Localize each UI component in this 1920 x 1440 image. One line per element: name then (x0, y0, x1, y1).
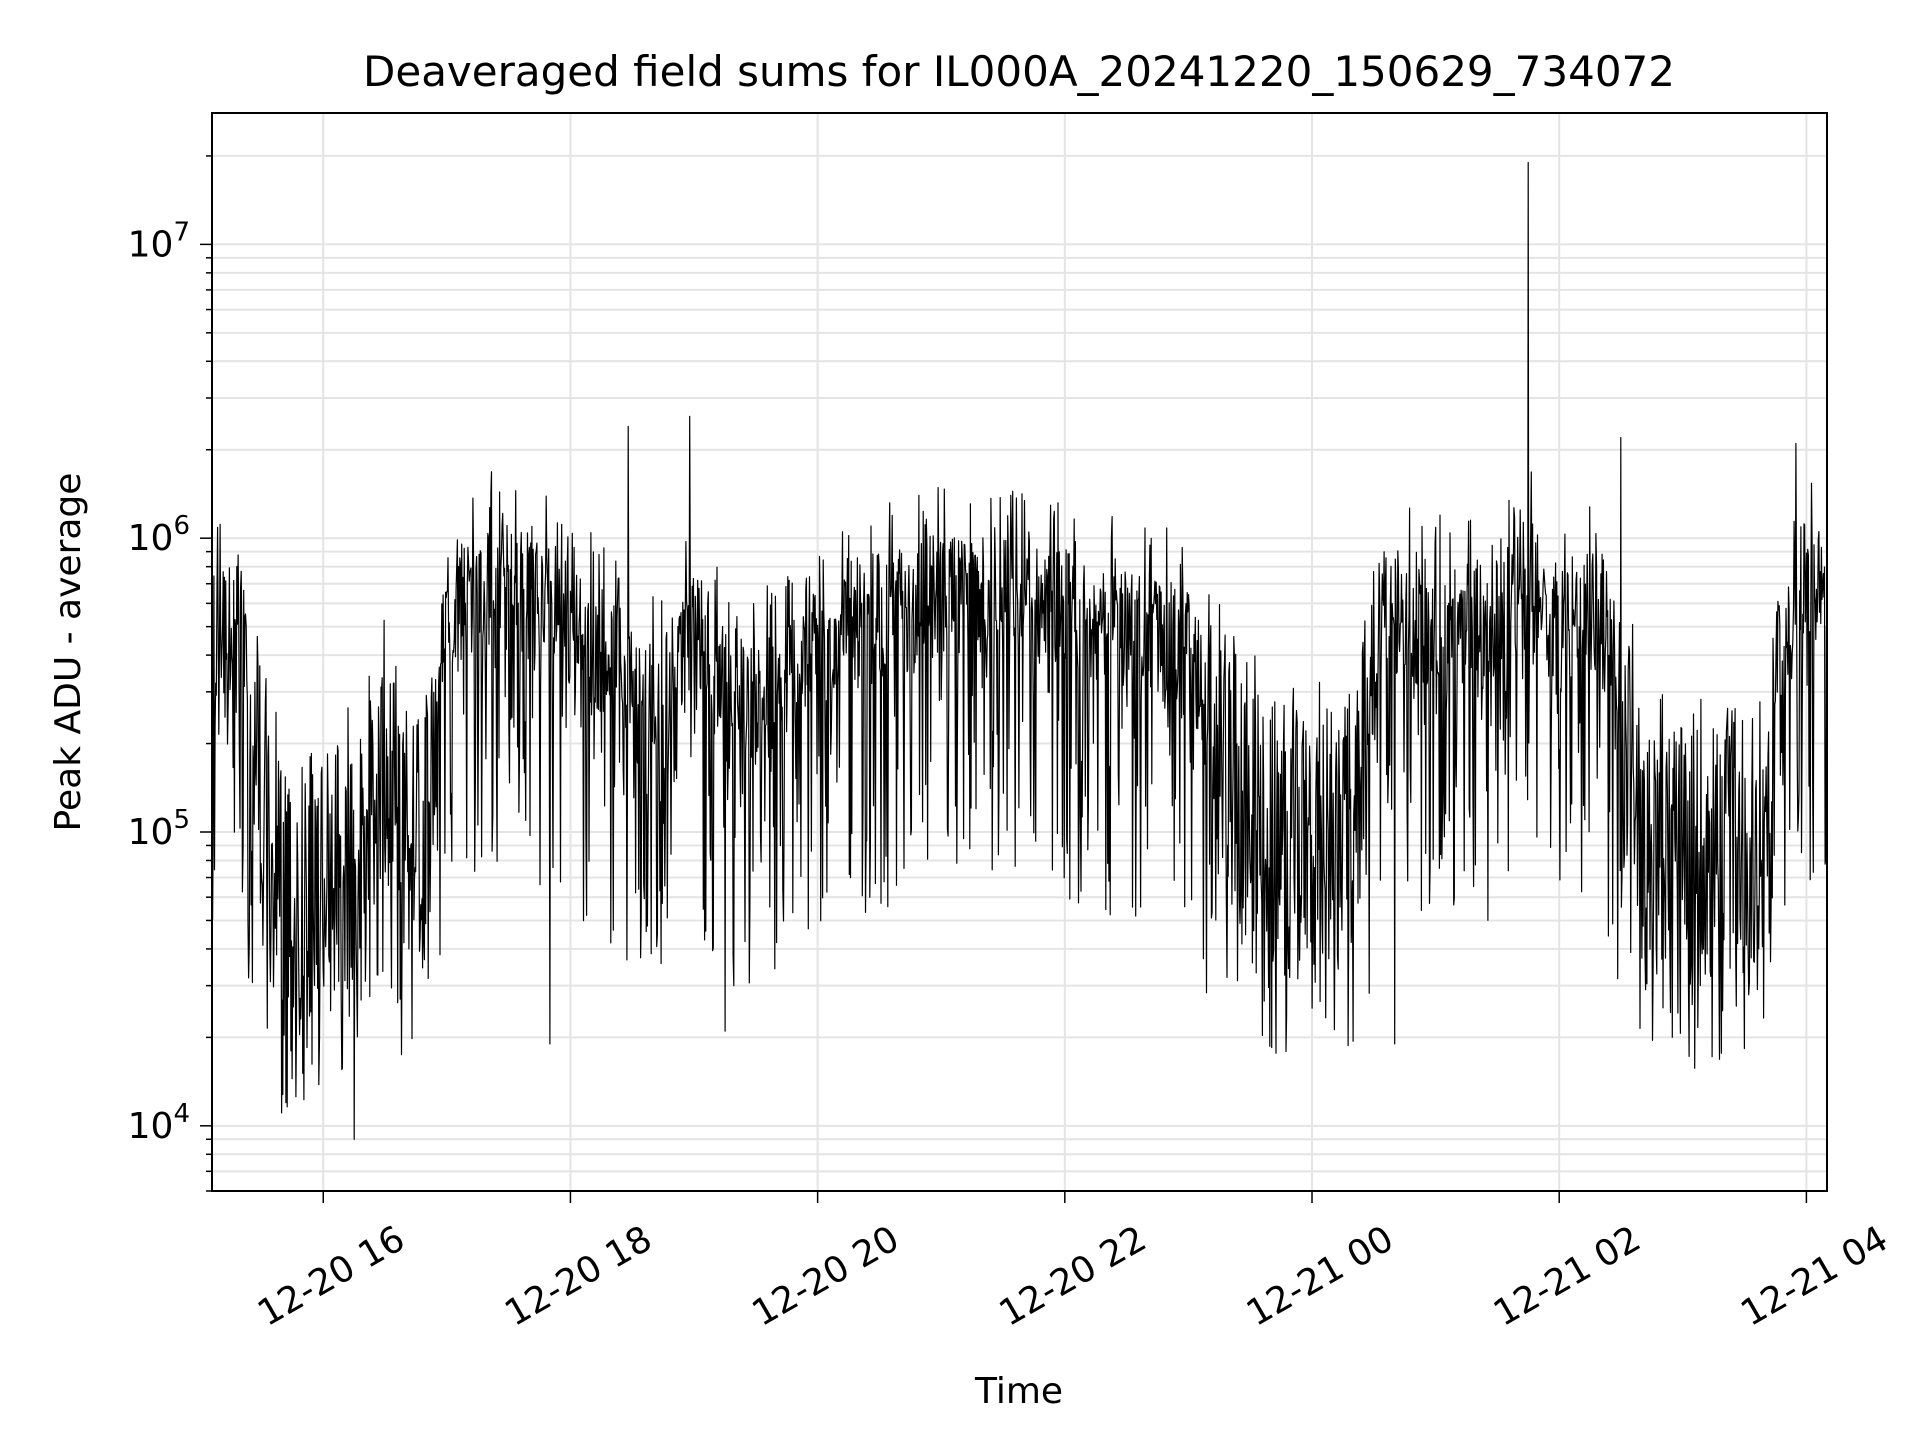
data-series (211, 161, 1828, 1140)
y-tick-exponent: 5 (173, 805, 190, 835)
y-tick-label: 107 (128, 217, 190, 265)
y-tick-base: 10 (128, 1106, 174, 1147)
y-tick-exponent: 6 (173, 511, 190, 541)
x-grid (322, 113, 1808, 1191)
x-axis-label: Time (974, 1371, 1063, 1412)
y-tick-exponent: 4 (173, 1099, 190, 1129)
y-tick-label: 106 (128, 511, 190, 559)
y-tick-base: 10 (128, 518, 174, 559)
y-tick-label: 105 (128, 805, 190, 853)
y-tick-exponent: 7 (173, 217, 190, 247)
y-tick-label: 104 (128, 1099, 190, 1147)
y-tick-base: 10 (128, 812, 174, 853)
series-line (211, 161, 1828, 1140)
chart-title: Deaveraged field sums for IL000A_2024122… (363, 47, 1675, 96)
plot-frame (211, 112, 1828, 1192)
y-tick-base: 10 (128, 224, 174, 265)
y-axis-label: Peak ADU - average (48, 473, 89, 832)
